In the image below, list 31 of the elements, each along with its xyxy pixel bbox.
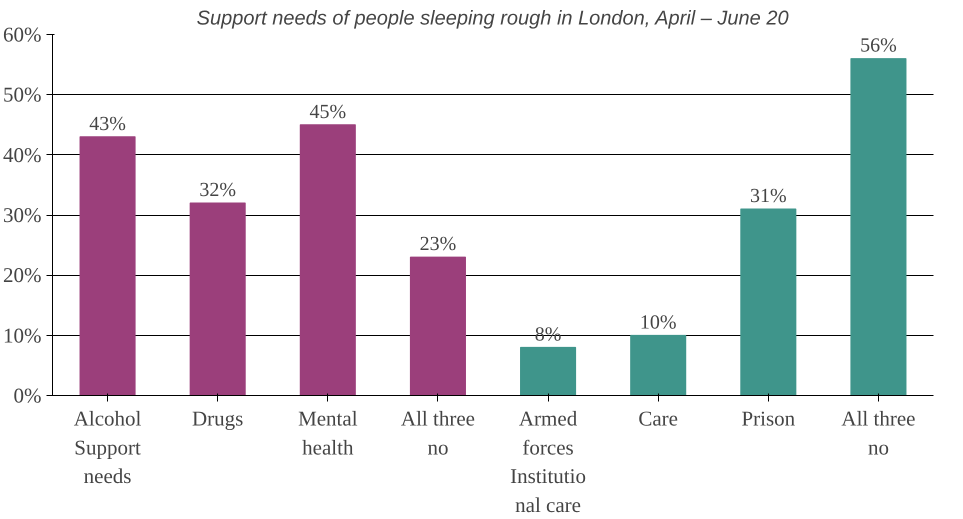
bar bbox=[80, 136, 136, 396]
bar bbox=[190, 202, 246, 396]
y-tick-label: 10% bbox=[3, 323, 42, 348]
data-label: 31% bbox=[750, 184, 787, 207]
bar bbox=[410, 256, 466, 396]
data-label: 45% bbox=[309, 100, 346, 123]
y-tick-label: 0% bbox=[14, 384, 42, 408]
y-tick-label: 30% bbox=[3, 203, 42, 227]
y-tick-label: 40% bbox=[3, 142, 42, 167]
bar bbox=[520, 346, 576, 396]
data-label: 10% bbox=[640, 311, 677, 334]
y-tick-label: 20% bbox=[3, 263, 42, 288]
chart-title: Support needs of people sleeping rough in London, April – June 20 bbox=[196, 8, 789, 30]
data-label: 32% bbox=[199, 178, 236, 201]
bar bbox=[300, 124, 356, 396]
data-label: 56% bbox=[860, 34, 897, 57]
x-tick-label: Care bbox=[638, 406, 678, 430]
bar bbox=[850, 58, 906, 396]
x-tick-label: Drugs bbox=[192, 406, 244, 430]
data-label: 43% bbox=[89, 112, 126, 135]
x-tick-label: Prison bbox=[741, 406, 796, 430]
y-tick-label: 50% bbox=[3, 82, 42, 107]
data-label: 23% bbox=[420, 233, 456, 256]
x-tick-label: Alcohol Support needs bbox=[74, 406, 142, 488]
x-tick-label: Armed forces Institutio nal care bbox=[510, 406, 586, 517]
y-tick-label: 60% bbox=[3, 22, 42, 46]
x-tick-label: All three no bbox=[841, 406, 916, 460]
bar bbox=[630, 334, 686, 396]
x-tick-label: All three no bbox=[400, 406, 475, 460]
bar bbox=[740, 208, 796, 396]
x-tick-label: Mental health bbox=[298, 406, 358, 460]
